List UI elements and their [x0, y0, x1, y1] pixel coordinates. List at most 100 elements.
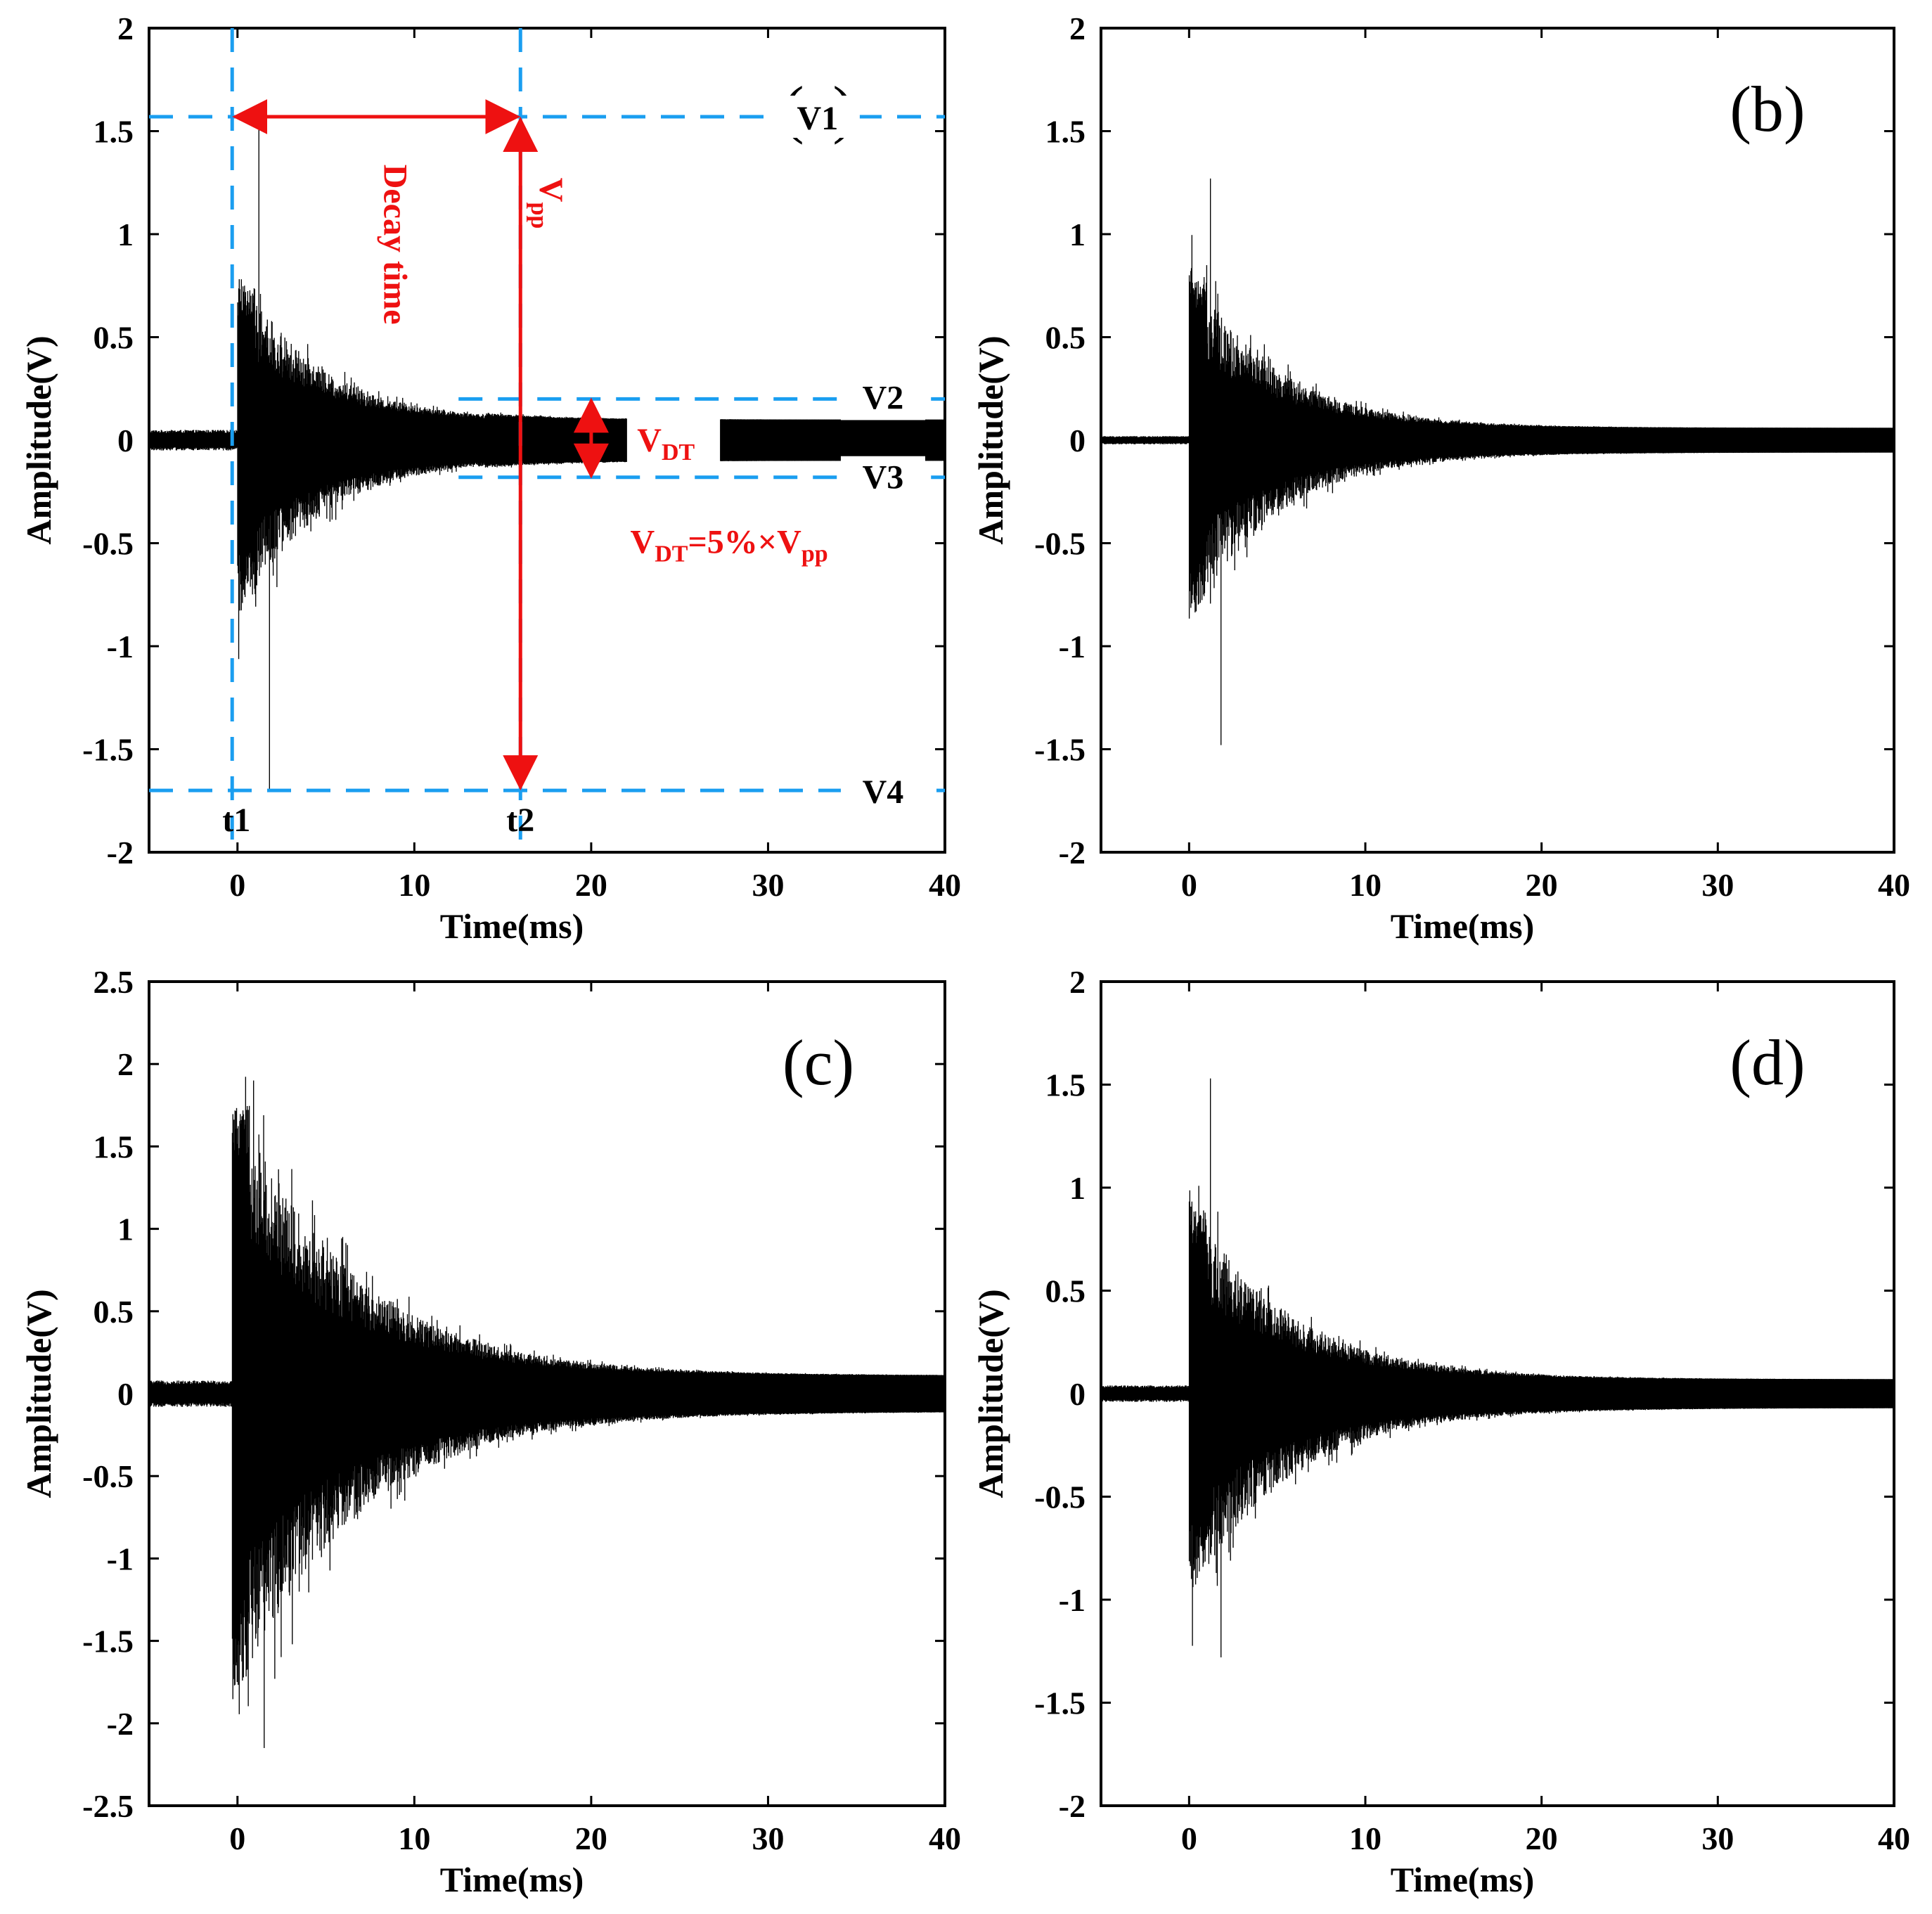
signal-segment — [408, 406, 410, 469]
signal-segment — [750, 419, 752, 461]
signal-segment — [1115, 1387, 1116, 1401]
signal-segment — [832, 419, 835, 461]
signal-segment — [1292, 1344, 1294, 1451]
signal-segment — [735, 1372, 738, 1415]
signal-segment — [730, 419, 733, 461]
signal-segment — [259, 293, 262, 555]
signal-segment — [454, 1335, 456, 1456]
signal-segment — [873, 419, 875, 461]
signal-segment — [569, 417, 571, 463]
signal-segment — [200, 430, 202, 449]
signal-segment — [255, 348, 257, 607]
signal-segment — [747, 419, 749, 461]
signal-segment — [728, 419, 730, 461]
signal-segment — [1169, 1386, 1171, 1402]
signal-segment — [1506, 425, 1507, 455]
signal-segment — [1339, 408, 1341, 475]
signal-segment — [397, 409, 399, 477]
signal-segment — [897, 419, 899, 461]
signal-segment — [569, 1363, 571, 1429]
signal-segment — [224, 432, 226, 448]
signal-segment — [247, 290, 249, 569]
signal-segment — [498, 414, 500, 465]
signal-segment — [1380, 418, 1382, 463]
signal-segment — [1289, 394, 1291, 502]
signal-segment — [1602, 427, 1604, 454]
signal-segment — [1445, 420, 1446, 458]
signal-segment — [872, 1374, 874, 1413]
signal-segment — [295, 1284, 296, 1574]
signal-segment — [496, 416, 498, 468]
signal-segment — [678, 1372, 680, 1418]
signal-segment — [172, 432, 174, 449]
signal-segment — [1642, 427, 1644, 454]
signal-segment — [1668, 427, 1670, 454]
signal-segment — [1672, 428, 1673, 454]
signal-segment — [257, 332, 259, 532]
signal-segment — [690, 1372, 692, 1416]
signal-segment — [1161, 1387, 1163, 1401]
signal-segment — [1289, 1339, 1291, 1465]
signal-segment — [697, 1372, 699, 1415]
signal-segment — [281, 347, 283, 513]
signal-segment — [498, 416, 500, 465]
signal-segment — [170, 430, 172, 449]
signal-segment — [525, 1363, 527, 1425]
y-tick-label: -1 — [1059, 629, 1086, 664]
signal-segment — [540, 416, 541, 463]
signal-segment — [163, 431, 165, 448]
signal-segment — [1533, 425, 1535, 456]
signal-segment — [356, 402, 359, 488]
signal-segment — [863, 1374, 865, 1413]
signal-segment — [439, 1345, 441, 1439]
signal-segment — [1438, 417, 1440, 459]
signal-segment — [534, 1362, 536, 1425]
signal-segment — [1162, 436, 1164, 444]
signal-segment — [708, 1371, 709, 1415]
signal-segment — [722, 1373, 723, 1415]
signal-segment — [754, 419, 756, 461]
signal-segment — [1595, 427, 1597, 454]
signal-segment — [537, 1362, 539, 1424]
signal-segment — [315, 1263, 316, 1498]
signal-segment — [175, 1383, 176, 1405]
signal-segment — [276, 1202, 278, 1574]
signal-segment — [780, 1373, 782, 1414]
signal-segment — [812, 1374, 813, 1415]
signal-segment — [824, 419, 825, 461]
signal-segment — [762, 419, 764, 461]
signal-segment — [574, 1363, 575, 1422]
signal-segment — [247, 1110, 249, 1707]
signal-segment — [1611, 427, 1613, 454]
signal-segment — [788, 1374, 790, 1415]
signal-segment — [288, 364, 290, 534]
signal-segment — [194, 1380, 195, 1404]
signal-segment — [1202, 288, 1204, 586]
signal-segment — [802, 419, 804, 461]
signal-segment — [1803, 428, 1805, 453]
signal-segment — [445, 415, 446, 470]
signal-segment — [409, 1341, 411, 1449]
signal-segment — [437, 1328, 439, 1463]
signal-segment — [347, 400, 348, 480]
signal-segment — [487, 1357, 489, 1436]
signal-segment — [216, 1382, 217, 1406]
signal-segment — [1194, 1211, 1197, 1585]
signal-segment — [610, 418, 612, 462]
signal-segment — [1188, 1386, 1190, 1401]
signal-segment — [513, 1363, 515, 1430]
signal-segment — [414, 1330, 416, 1447]
signal-segment — [473, 416, 475, 465]
signal-segment — [1415, 416, 1417, 464]
signal-segment — [1822, 428, 1824, 453]
signal-segment — [1128, 437, 1131, 444]
signal-segment — [352, 387, 354, 489]
signal-segment — [851, 1374, 853, 1413]
signal-segment — [1849, 428, 1850, 453]
signal-segment — [440, 1342, 442, 1451]
signal-segment — [1682, 427, 1684, 454]
signal-segment — [721, 419, 723, 461]
signal-segment — [1420, 419, 1422, 459]
signal-segment — [1664, 427, 1666, 454]
signal-segment — [1826, 428, 1827, 453]
